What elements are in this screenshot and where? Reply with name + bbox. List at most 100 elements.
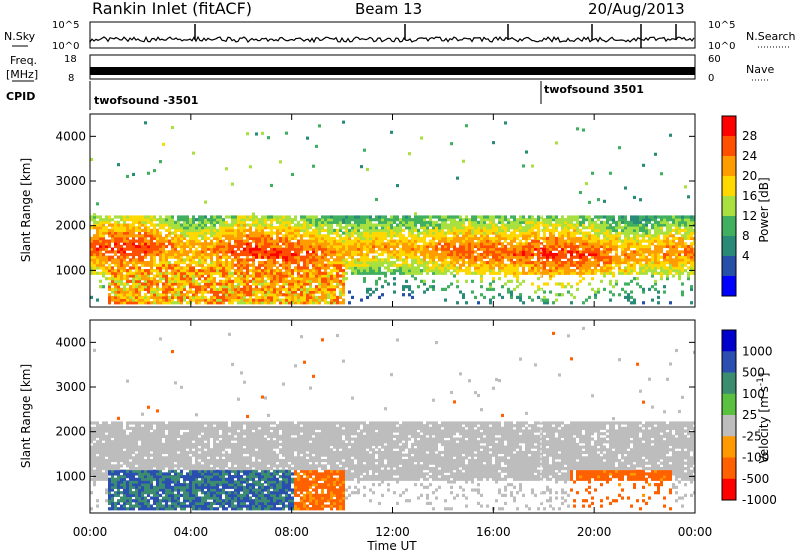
- power-cell: [144, 260, 147, 265]
- power-cell: [213, 231, 216, 235]
- power-cell: [471, 260, 474, 265]
- power-cell: [660, 218, 663, 222]
- power-cell: [450, 266, 453, 270]
- power-cell: [669, 244, 672, 249]
- power-cell: [177, 263, 180, 267]
- power-cell: [588, 242, 591, 246]
- power-cell: [390, 234, 393, 238]
- power-cell: [483, 260, 486, 265]
- power-cell: [651, 239, 654, 243]
- power-cell: [144, 255, 147, 259]
- power-cell: [570, 252, 573, 257]
- power-cell: [93, 271, 96, 275]
- power-cell: [345, 226, 348, 230]
- power-cell: [306, 287, 309, 291]
- power-cell: [198, 218, 201, 222]
- power-cell: [432, 236, 435, 241]
- power-cell: [576, 223, 579, 227]
- power-cell: [561, 215, 564, 219]
- power-cell: [309, 220, 312, 224]
- power-cell: [162, 223, 165, 227]
- power-cell: [99, 236, 102, 241]
- power-cell: [420, 220, 423, 224]
- power-cell: [330, 285, 333, 289]
- power-cell: [222, 279, 225, 283]
- power-cell: [534, 234, 537, 238]
- power-cell: [621, 258, 624, 262]
- power-cell: [186, 220, 189, 224]
- power-cell: [252, 220, 255, 224]
- power-cell: [153, 287, 156, 291]
- power-cell: [348, 263, 351, 267]
- power-cell: [270, 290, 273, 294]
- power-cell: [477, 258, 480, 262]
- power-cell: [96, 242, 99, 246]
- power-cell: [525, 271, 528, 275]
- power-cell: [660, 250, 663, 254]
- power-cell: [423, 242, 426, 246]
- power-cell: [405, 279, 408, 283]
- power-cell: [198, 301, 201, 305]
- power-cell: [453, 231, 456, 235]
- power-cell: [207, 252, 210, 257]
- power-cell: [105, 250, 108, 254]
- power-cell: [429, 215, 432, 219]
- power-cell: [411, 220, 414, 224]
- power-cell: [291, 293, 294, 297]
- power-cell: [639, 250, 642, 254]
- power-cell: [246, 287, 249, 291]
- power-cell: [120, 239, 123, 243]
- power-cell: [366, 242, 369, 246]
- power-cell: [423, 220, 426, 224]
- power-cell: [666, 218, 669, 222]
- power-cell: [471, 215, 474, 219]
- power-cell: [114, 244, 117, 249]
- power-cell: [465, 271, 468, 275]
- power-cell: [603, 234, 606, 238]
- power-cell: [111, 274, 114, 278]
- power-cell: [114, 274, 117, 278]
- power-cell: [456, 220, 459, 224]
- power-cell: [561, 231, 564, 235]
- power-cell: [282, 220, 285, 224]
- power-cell: [450, 231, 453, 235]
- power-cell: [384, 279, 387, 283]
- power-cell: [165, 269, 168, 273]
- nave-tick-top: 60: [708, 54, 721, 65]
- power-cell: [387, 250, 390, 254]
- power-cell: [222, 287, 225, 291]
- power-cell: [216, 287, 219, 291]
- power-cell: [327, 244, 330, 249]
- power-cell: [651, 285, 654, 289]
- power-cell: [93, 236, 96, 241]
- power-cell: [438, 247, 441, 251]
- power-cell: [315, 266, 318, 270]
- power-cell: [165, 244, 168, 249]
- power-cell: [213, 301, 216, 305]
- power-cell: [225, 274, 228, 278]
- power-cell: [558, 258, 561, 262]
- power-cell: [684, 236, 687, 241]
- power-cell: [120, 234, 123, 238]
- power-cell: [423, 250, 426, 254]
- power-cell: [240, 293, 243, 297]
- power-cell: [330, 295, 333, 300]
- power-cell: [90, 218, 93, 222]
- power-cell: [387, 218, 390, 222]
- power-cell: [153, 279, 156, 283]
- power-cell: [324, 228, 327, 232]
- power-cell: [105, 231, 108, 235]
- power-cell: [420, 226, 423, 230]
- power-cell: [510, 236, 513, 241]
- power-cell: [384, 260, 387, 265]
- power-cell: [444, 298, 447, 302]
- power-cell: [270, 220, 273, 224]
- power-cell: [387, 223, 390, 227]
- power-cell: [381, 226, 384, 230]
- power-cell: [138, 295, 141, 300]
- power-cell: [579, 236, 582, 241]
- power-cell: [684, 234, 687, 238]
- power-cell: [210, 260, 213, 265]
- power-cell: [447, 260, 450, 265]
- power-cell: [660, 215, 663, 219]
